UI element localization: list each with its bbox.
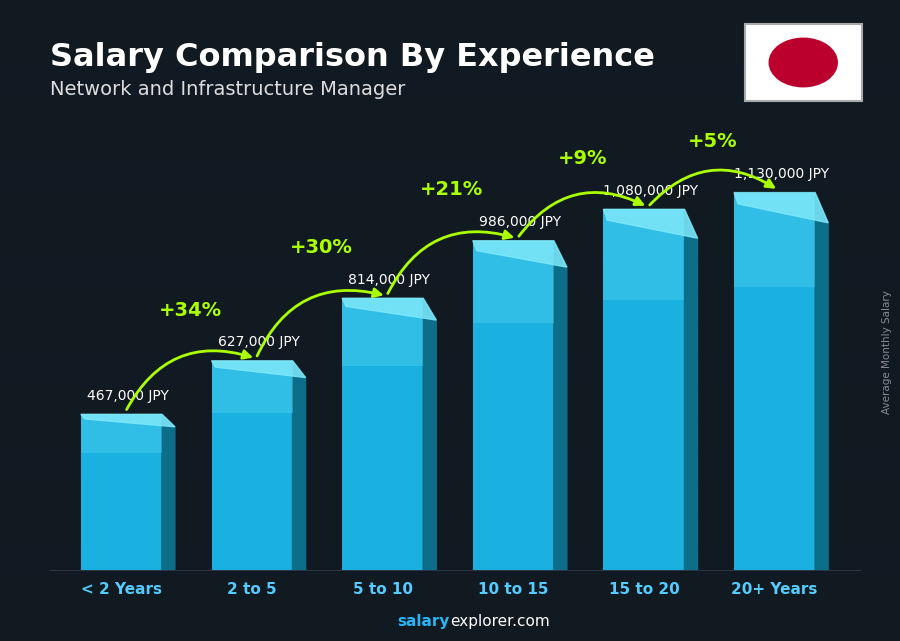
Text: 1,130,000 JPY: 1,130,000 JPY [734,167,829,181]
Bar [603,210,684,570]
Text: 627,000 JPY: 627,000 JPY [218,335,300,349]
Text: +21%: +21% [420,181,483,199]
Bar [81,414,162,570]
Polygon shape [342,298,436,320]
Text: +5%: +5% [688,132,738,151]
Polygon shape [815,192,828,570]
Polygon shape [423,298,436,570]
Text: +9%: +9% [558,149,608,168]
Circle shape [770,38,837,87]
Text: Average Monthly Salary: Average Monthly Salary [881,290,892,415]
Polygon shape [472,241,567,267]
Bar [81,414,162,453]
Polygon shape [734,192,828,223]
Text: +34%: +34% [159,301,222,319]
Bar [342,298,423,570]
Bar [603,210,684,299]
Polygon shape [81,414,175,427]
Text: 986,000 JPY: 986,000 JPY [479,215,561,229]
Text: Salary Comparison By Experience: Salary Comparison By Experience [50,42,654,72]
Text: salary: salary [398,615,450,629]
Polygon shape [603,210,698,238]
Bar [734,192,815,570]
Bar [472,241,554,570]
Text: 814,000 JPY: 814,000 JPY [348,272,430,287]
Text: +30%: +30% [290,238,353,257]
Bar [472,241,554,323]
Polygon shape [554,241,567,570]
Text: explorer.com: explorer.com [450,615,550,629]
Bar [212,361,292,413]
FancyBboxPatch shape [745,24,861,101]
Bar [342,298,423,366]
Polygon shape [684,210,698,570]
Text: 467,000 JPY: 467,000 JPY [87,389,169,403]
Bar [734,192,815,287]
Polygon shape [292,361,306,570]
Text: Network and Infrastructure Manager: Network and Infrastructure Manager [50,80,405,99]
Polygon shape [162,414,175,570]
Bar [212,361,292,570]
Polygon shape [212,361,306,378]
Text: 1,080,000 JPY: 1,080,000 JPY [603,184,698,198]
